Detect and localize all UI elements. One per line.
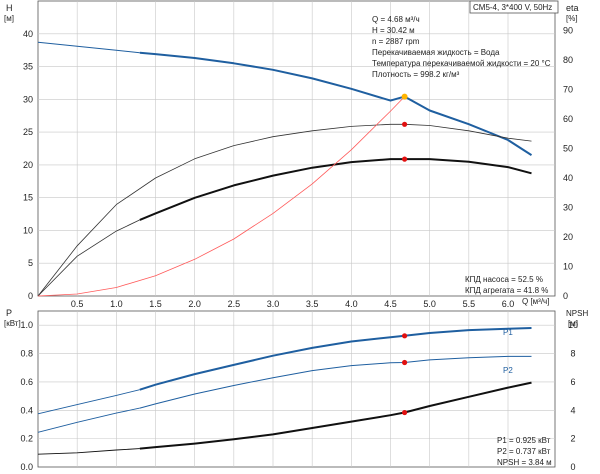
bottom-points: [402, 333, 408, 416]
p-tick-label: 0.6: [20, 377, 33, 387]
info-p2: P2 = 0.737 кВт: [497, 447, 551, 456]
h-tick-label: 15: [23, 193, 33, 203]
info-liquid: Перекачиваемая жидкость = Вода: [372, 48, 500, 57]
bottom-grid: [37, 310, 556, 468]
h-tick-label: 35: [23, 62, 33, 72]
head-curve-thin-line: [37, 41, 140, 54]
h-tick-label: 5: [28, 258, 33, 268]
duty-point-head: [401, 93, 408, 100]
p-tick-label: 0.2: [20, 434, 33, 444]
h-axis-label: H: [6, 3, 13, 13]
info-npsh: NPSH = 3.84 м: [497, 458, 552, 467]
p2-curve: [139, 355, 532, 409]
duty-info: Q = 4.68 м³/ч H = 30.42 м n = 2887 rpm П…: [372, 15, 551, 79]
npsh-curve-thin: [37, 448, 140, 455]
info-unit-efficiency: КПД агрегата = 41.8 %: [465, 286, 548, 295]
h-tick-label: 40: [23, 29, 33, 39]
top-curves: [37, 41, 533, 297]
npsh-tick-label: 2: [570, 434, 575, 444]
top-plot-frame: [37, 0, 556, 297]
duty-point-p1: [402, 333, 408, 339]
power-info: P1 = 0.925 кВт P2 = 0.737 кВт NPSH = 3.8…: [497, 436, 552, 467]
npsh-axis-unit: [м]: [568, 319, 578, 328]
q-tick-label: 5.0: [423, 299, 436, 309]
unit-efficiency-line: [139, 158, 532, 221]
q-tick-label: 3.0: [267, 299, 280, 309]
unit-efficiency-thin-line: [37, 219, 140, 297]
npsh-curve: [139, 381, 532, 450]
system-curve-line: [37, 96, 405, 297]
title-box: [469, 0, 559, 14]
h-tick-label: 0: [28, 291, 33, 301]
p-axis-label: P: [6, 308, 12, 318]
h-tick-label: 10: [23, 225, 33, 235]
info-h: H = 30.42 м: [372, 26, 415, 35]
head-curve-line: [139, 51, 533, 156]
chart-title: CM5-4, 3*400 V, 50Hz: [473, 3, 552, 12]
efficiency-info: КПД насоса = 52.5 % КПД агрегата = 41.8 …: [465, 275, 548, 295]
q-tick-label: 1.0: [110, 299, 123, 309]
duty-point-p2: [402, 359, 408, 366]
h-tick-label: 30: [23, 94, 33, 104]
eta-tick-label: 30: [563, 203, 573, 213]
q-tick-label: 0.5: [71, 299, 84, 309]
pump-efficiency-line: [37, 123, 532, 297]
info-density: Плотность = 998.2 кг/м³: [372, 70, 460, 79]
p-tick-label: 0.4: [20, 405, 33, 415]
q-tick-label: 5.5: [463, 299, 476, 309]
p-tick-label: 1.0: [20, 320, 33, 330]
eta-axis-unit: [%]: [566, 14, 578, 23]
p-tick-label: 0.0: [20, 462, 33, 472]
eta-tick-label: 10: [563, 262, 573, 272]
q-tick-label: 6.0: [502, 299, 515, 309]
eta-tick-label: 60: [563, 114, 573, 124]
eta-tick-label: 70: [563, 85, 573, 95]
eta-tick-label: 40: [563, 173, 573, 183]
info-temperature: Температура перекачиваемой жидкости = 20…: [372, 59, 551, 68]
p-tick-label: 0.8: [20, 349, 33, 359]
duty-point-npsh: [402, 409, 408, 416]
bottom-curves: [37, 327, 532, 455]
npsh-tick-label: 8: [570, 349, 575, 359]
q-axis-label: Q [м³/ч]: [522, 297, 549, 306]
q-tick-label: 4.5: [384, 299, 397, 309]
eta-tick-label: 50: [563, 144, 573, 154]
duty-point-unit-efficiency: [402, 156, 408, 162]
q-tick-label: 4.0: [345, 299, 358, 309]
q-tick-label: 1.5: [149, 299, 162, 309]
p1-curve: [139, 327, 532, 391]
p2-curve-thin: [37, 407, 140, 433]
top-axes: 0.5 1.0 1.5 2.0 2.5 3.0 3.5 4.0 4.5 5.0 5.5 6.0 0 5 10…: [23, 26, 573, 310]
eta-tick-label: 20: [563, 232, 573, 242]
npsh-axis-label: NPSH: [566, 309, 588, 318]
top-points: [401, 93, 408, 162]
npsh-tick-label: 0: [570, 462, 575, 472]
npsh-tick-label: 4: [570, 405, 575, 415]
info-q: Q = 4.68 м³/ч: [372, 15, 420, 24]
q-tick-label: 2.0: [188, 299, 201, 309]
eta-tick-label: 0: [563, 291, 568, 301]
bottom-axes: 0.0 0.2 0.4 0.6 0.8 1.0 0 2 4 6 8 10: [20, 320, 578, 472]
npsh-tick-label: 10: [568, 320, 578, 330]
eta-tick-label: 80: [563, 55, 573, 65]
p1-curve-thin: [37, 389, 140, 415]
info-pump-efficiency: КПД насоса = 52.5 %: [465, 275, 543, 284]
npsh-tick-label: 6: [570, 377, 575, 387]
h-axis-unit: [м]: [4, 14, 14, 23]
duty-point-pump-efficiency: [402, 121, 408, 127]
eta-tick-label: 90: [563, 26, 573, 36]
bottom-plot-frame: [37, 310, 556, 468]
top-grid: [37, 0, 556, 297]
q-tick-label: 2.5: [228, 299, 241, 309]
p1-series-label: P1: [503, 328, 513, 337]
info-p1: P1 = 0.925 кВт: [497, 436, 551, 445]
info-n: n = 2887 rpm: [372, 37, 420, 46]
p-axis-unit: [кВт]: [4, 319, 21, 328]
h-tick-label: 25: [23, 127, 33, 137]
h-tick-label: 20: [23, 160, 33, 170]
p2-series-label: P2: [503, 366, 513, 375]
q-tick-label: 3.5: [306, 299, 319, 309]
eta-axis-label: eta: [566, 3, 579, 13]
